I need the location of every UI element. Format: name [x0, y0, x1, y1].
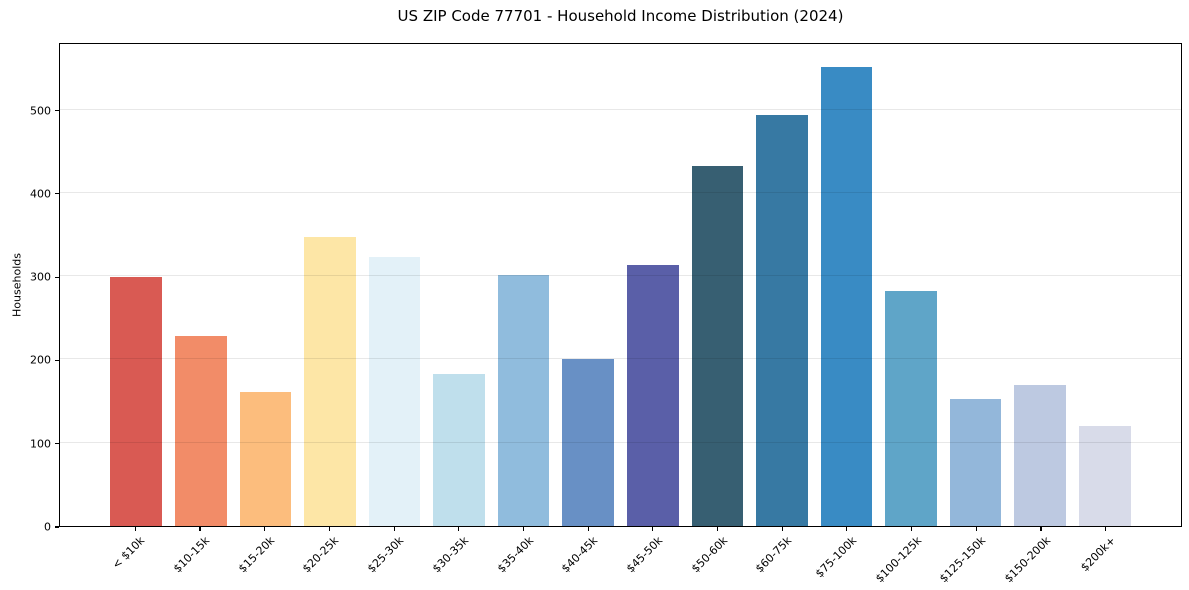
bar-$35-40k — [497, 275, 550, 526]
x-tick-mark — [652, 527, 654, 531]
x-tick-mark — [911, 527, 913, 531]
bar-$40-45k — [562, 358, 615, 526]
y-tick-label-200: 200 — [30, 353, 51, 367]
x-tick-mark — [1040, 527, 1042, 531]
x-tick-mark — [781, 527, 783, 531]
y-axis-label: Households — [10, 253, 24, 317]
x-tick-label-$40-45k: $40-45k — [559, 534, 601, 576]
y-tick-mark — [55, 526, 59, 528]
x-tick-mark — [199, 527, 201, 531]
x-tick-label-$50-60k: $50-60k — [688, 534, 730, 576]
x-tick-label-$200k+: $200k+ — [1077, 534, 1118, 575]
bar-$45-50k — [626, 265, 679, 526]
gridline-100 — [60, 441, 1181, 443]
bar-$25-30k — [368, 256, 421, 526]
bar-$125-150k — [949, 398, 1002, 526]
bar-slot — [814, 44, 879, 526]
bar-$100-125k — [885, 291, 937, 526]
y-tick-label-300: 300 — [30, 270, 51, 284]
x-tick-label-$20-25k: $20-25k — [300, 534, 342, 576]
bar-slot — [298, 44, 363, 526]
x-tick-mark — [134, 527, 136, 531]
gridline-400 — [60, 191, 1181, 193]
bar-slot — [685, 44, 750, 526]
y-tick-mark — [55, 276, 59, 278]
x-tick-mark — [458, 527, 460, 531]
bars-container — [60, 44, 1181, 526]
y-tick-label-100: 100 — [30, 437, 51, 451]
x-tick-label-$10-15k: $10-15k — [170, 534, 213, 576]
bar-$60-75k — [756, 114, 808, 526]
bar-slot — [169, 44, 234, 526]
x-tick-label-$25-30k: $25-30k — [365, 534, 407, 576]
bar-< $10k — [110, 276, 163, 526]
x-tick-mark — [1105, 527, 1107, 531]
bar-$10-15k — [175, 336, 227, 526]
bar-slot — [491, 44, 556, 526]
x-tick-label-$30-35k: $30-35k — [429, 534, 471, 576]
x-tick-mark — [264, 527, 266, 531]
y-tick-mark — [55, 193, 59, 195]
x-tick-label-$150-200k: $150-200k — [1002, 534, 1054, 586]
y-tick-label-0: 0 — [44, 520, 51, 534]
x-tick-label-< $10k: < $10k — [109, 534, 148, 572]
x-tick-mark — [975, 527, 977, 531]
bar-$150-200k — [1014, 385, 1066, 526]
x-tick-mark — [587, 527, 589, 531]
x-tick-mark — [716, 527, 719, 531]
y-tick-label-500: 500 — [30, 104, 51, 117]
bar-$200k+ — [1078, 426, 1131, 526]
bar-slot — [1008, 44, 1073, 526]
bar-slot — [1072, 44, 1137, 526]
bar-$20-25k — [304, 236, 356, 526]
bar-slot — [362, 44, 427, 526]
y-tick-mark — [55, 359, 59, 361]
gridline-500 — [60, 108, 1181, 110]
bar-slot — [879, 44, 944, 526]
bar-slot — [621, 44, 686, 526]
bar-slot — [104, 44, 169, 526]
y-tick-mark — [55, 443, 59, 445]
x-tick-mark — [522, 527, 525, 531]
bar-slot — [943, 44, 1008, 526]
bar-slot — [556, 44, 621, 526]
gridline-300 — [60, 275, 1181, 277]
bar-slot — [427, 44, 492, 526]
y-tick-label-400: 400 — [30, 187, 51, 201]
x-tick-label-$45-50k: $45-50k — [623, 534, 665, 576]
x-tick-label-$100-125k: $100-125k — [872, 534, 924, 586]
x-tick-mark — [328, 527, 330, 531]
bar-$30-35k — [433, 373, 485, 526]
x-tick-mark — [393, 527, 395, 531]
gridline-200 — [60, 358, 1181, 360]
chart-title: US ZIP Code 77701 - Household Income Dis… — [397, 7, 844, 25]
y-tick-mark — [55, 109, 59, 112]
x-tick-label-$75-100k: $75-100k — [812, 534, 860, 581]
plot-area — [59, 43, 1182, 527]
bar-slot — [750, 44, 815, 526]
x-tick-label-$35-40k: $35-40k — [494, 534, 536, 576]
x-tick-mark — [846, 527, 848, 531]
x-tick-label-$60-75k: $60-75k — [753, 534, 795, 576]
bar-slot — [233, 44, 298, 526]
bar-$15-20k — [239, 391, 292, 526]
x-tick-label-$125-150k: $125-150k — [937, 534, 989, 586]
bar-$50-60k — [691, 166, 744, 526]
bar-$75-100k — [820, 67, 873, 526]
x-tick-label-$15-20k: $15-20k — [235, 534, 277, 576]
